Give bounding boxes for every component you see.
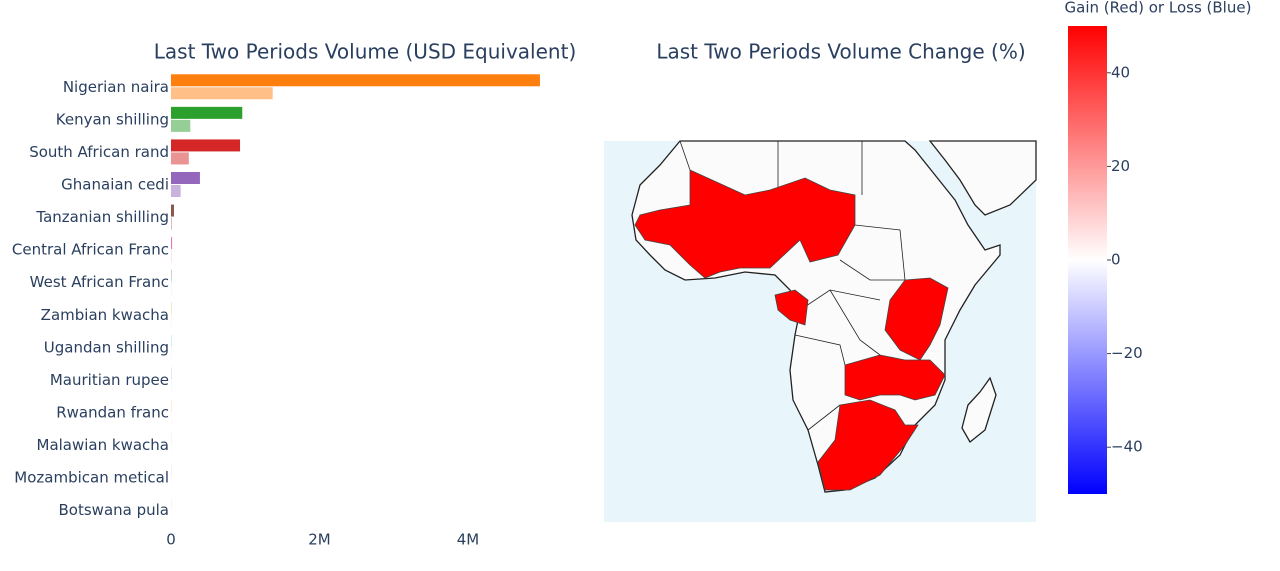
y-tick-label: Malawian kwacha	[37, 436, 170, 454]
arabia	[928, 140, 1037, 216]
y-tick-label: Mozambican metical	[14, 469, 169, 487]
map-region	[817, 399, 919, 491]
bar	[171, 185, 181, 197]
bar	[171, 106, 243, 119]
x-tick-label: 2M	[308, 531, 331, 549]
map-region	[884, 277, 949, 361]
colorbar-tick-label: −20	[1111, 344, 1143, 362]
y-tick-label: Ugandan shilling	[44, 338, 169, 356]
colorbar-title: Gain (Red) or Loss (Blue)	[1065, 0, 1252, 17]
colorbar-tick-label: 40	[1111, 63, 1130, 81]
colorbar	[1068, 26, 1107, 494]
bar	[171, 152, 189, 165]
bar	[171, 74, 540, 87]
bar	[171, 204, 174, 217]
colorbar-tick-label: −40	[1111, 438, 1143, 456]
borders	[679, 140, 906, 431]
colorbar-tick-label: 20	[1111, 157, 1130, 175]
y-tick-label: Central African Franc	[12, 241, 169, 259]
y-tick-label: Mauritian rupee	[50, 371, 169, 389]
map-regions	[634, 169, 949, 491]
y-tick-label: West African Franc	[30, 273, 169, 291]
y-tick-label: Ghanaian cedi	[61, 176, 169, 194]
bar	[171, 172, 200, 184]
map-title: Last Two Periods Volume Change (%)	[656, 40, 1025, 64]
bar	[171, 139, 241, 152]
y-tick-label: Botswana pula	[59, 501, 169, 519]
y-tick-label: Nigerian naira	[63, 78, 169, 96]
colorbar-tick-label: 0	[1111, 251, 1121, 269]
bar	[171, 87, 273, 100]
bar	[171, 237, 173, 250]
madagascar	[961, 376, 997, 443]
y-tick-label: Rwandan franc	[56, 404, 169, 422]
map-region	[844, 354, 946, 401]
bar	[171, 119, 191, 132]
map-region	[774, 289, 809, 326]
map-region	[634, 169, 856, 279]
bar-title: Last Two Periods Volume (USD Equivalent)	[154, 40, 577, 64]
y-tick-label: South African rand	[29, 143, 169, 161]
y-tick-label: Tanzanian shilling	[35, 208, 169, 226]
x-tick-label: 0	[166, 531, 176, 549]
y-tick-label: Kenyan shilling	[56, 110, 169, 128]
x-tick-label: 4M	[457, 531, 480, 549]
y-tick-label: Zambian kwacha	[41, 306, 169, 324]
bar	[171, 217, 172, 230]
